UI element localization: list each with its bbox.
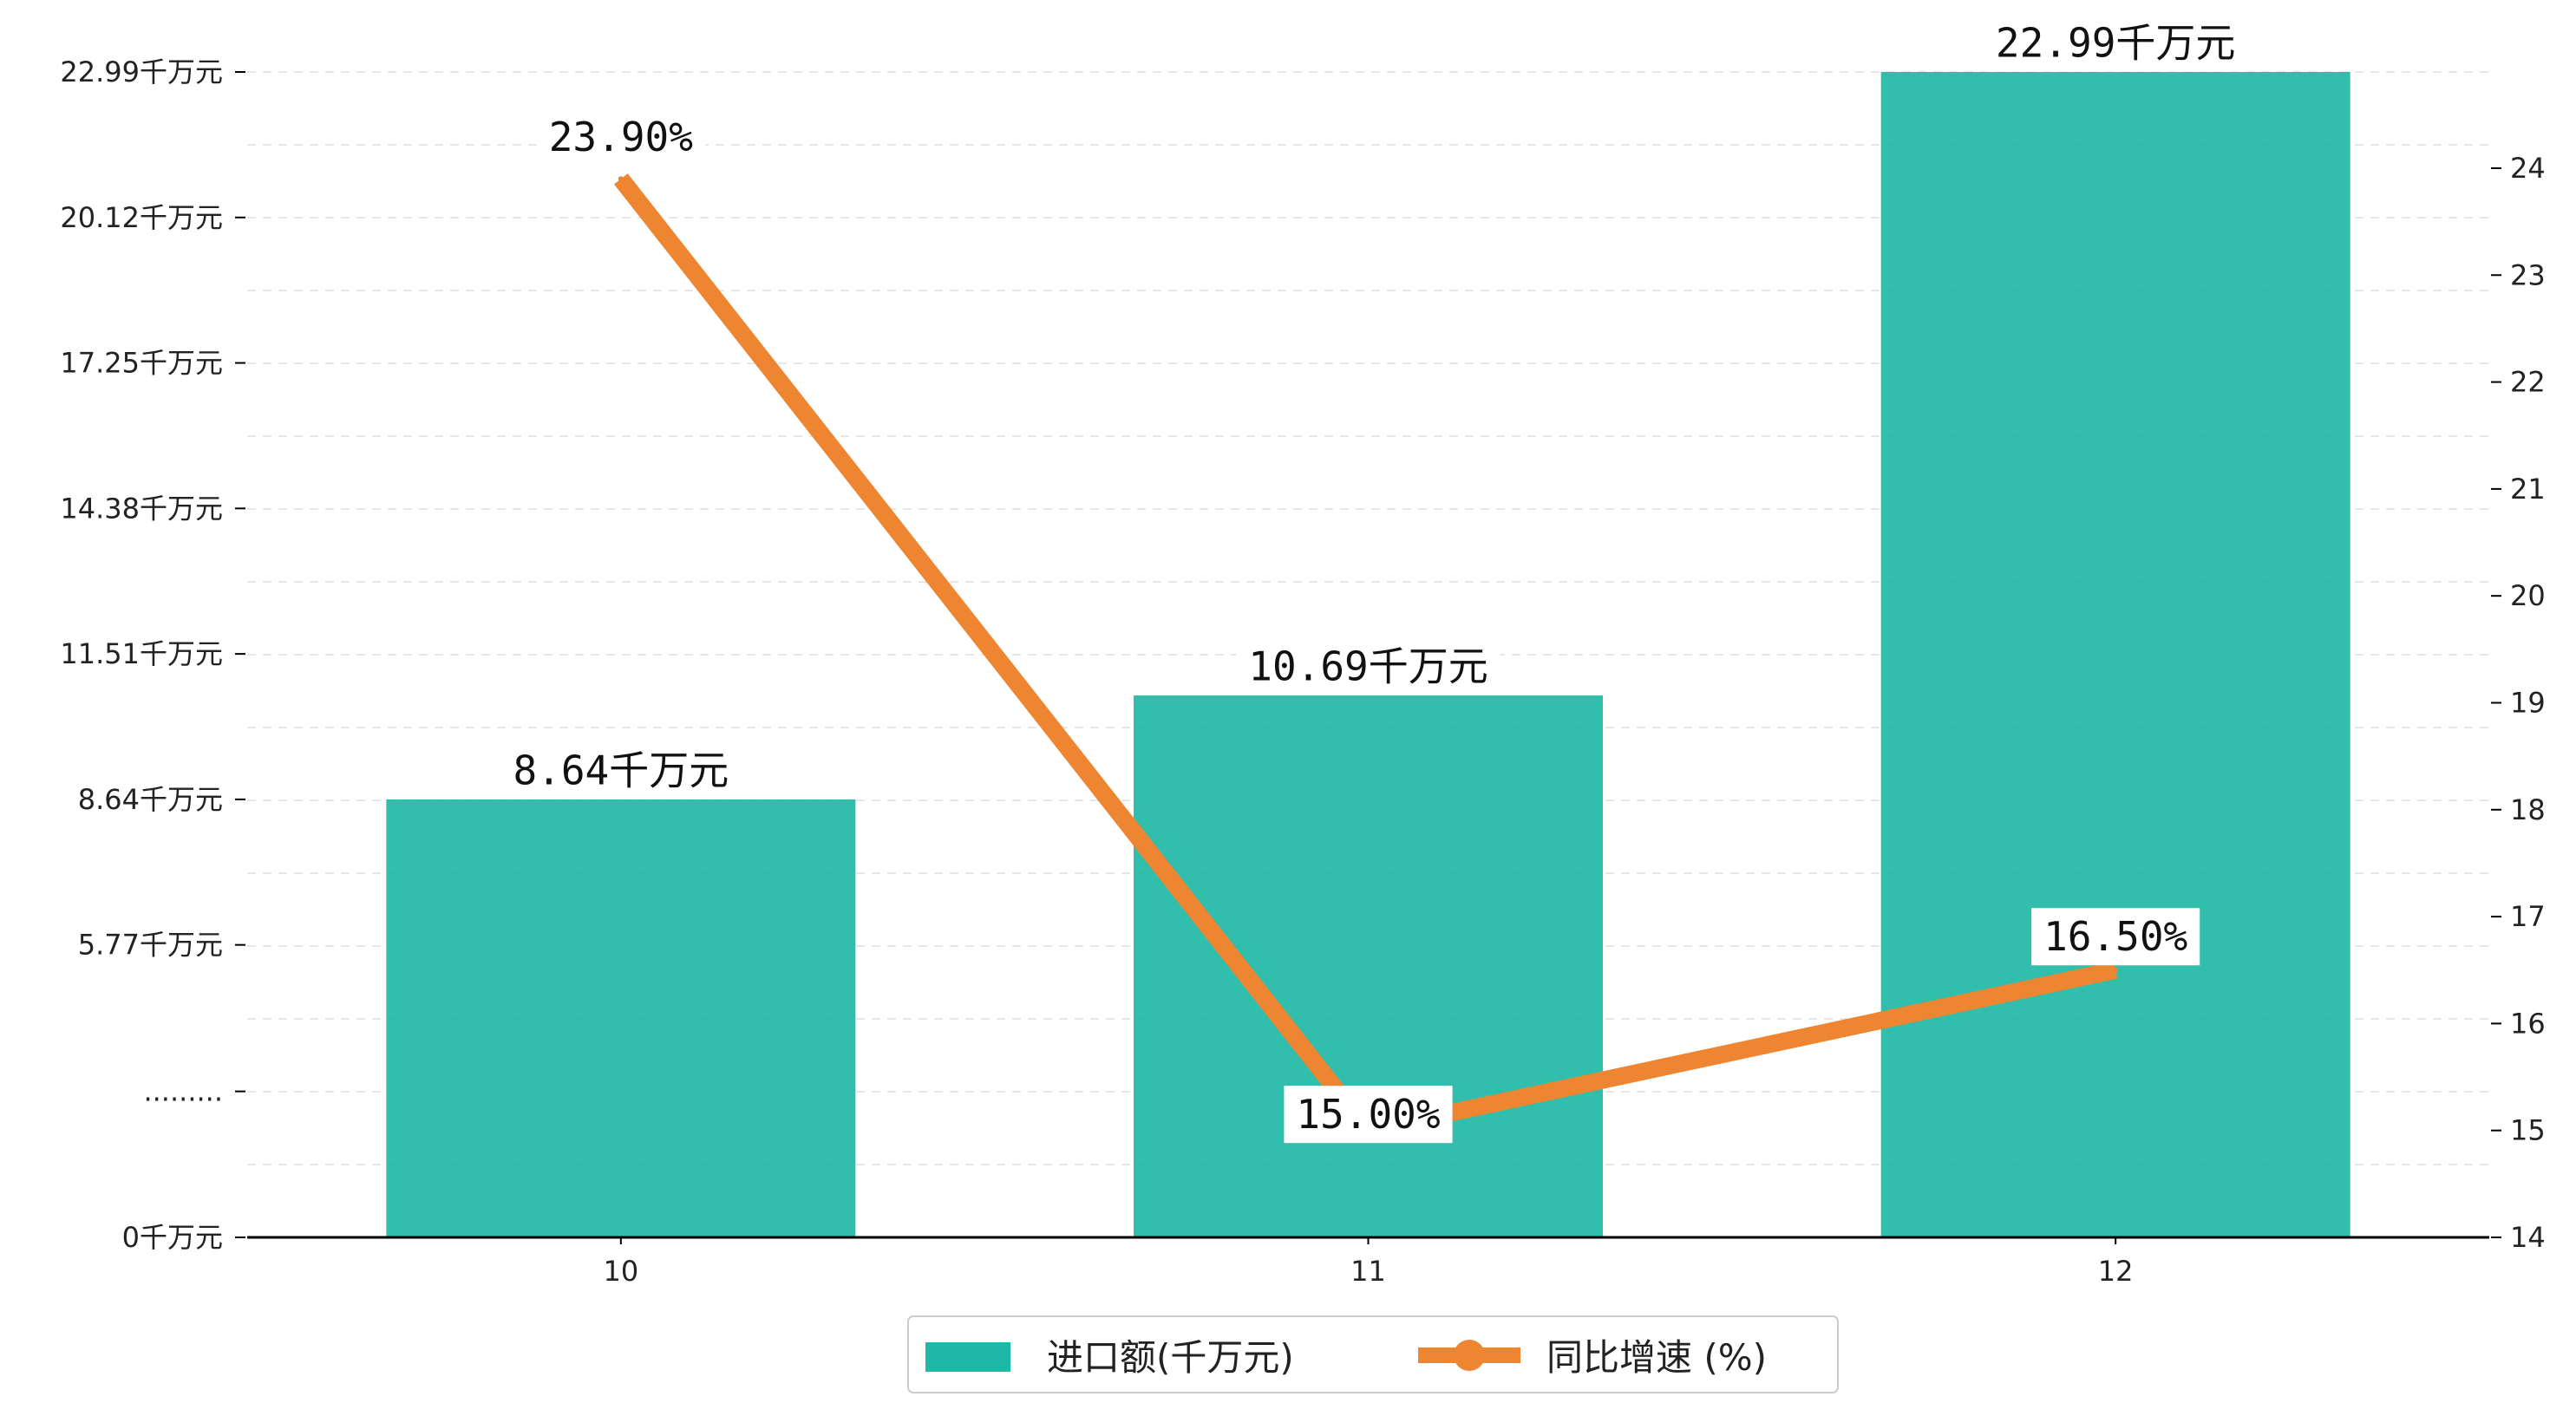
y-right-tick-label: 16 [2510, 1007, 2546, 1040]
y-right-tick-label: 24 [2510, 152, 2546, 185]
y-right-tick-label: 18 [2510, 793, 2546, 826]
y-left-tick-label: 14.38千万元 [60, 492, 223, 525]
y-left-tick-label: 8.64千万元 [78, 783, 223, 816]
data-labels: 8.64千万元 10.69千万元 22.99千万元 23.90% 15.00% 16.50… [500, 14, 2248, 1144]
line-value-label-group: 15.00% [1284, 1086, 1453, 1144]
bar-value-label: 22.99千万元 [1996, 20, 2235, 67]
legend-label-bar: 进口额(千万元) [1047, 1336, 1294, 1379]
line-value-label: 16.50% [2043, 913, 2187, 960]
x-tick-label: 12 [2098, 1255, 2134, 1288]
y-left-tick-label: ......... [143, 1075, 223, 1108]
line-value-label-bg [536, 108, 705, 166]
legend: 进口额(千万元) 同比增速 (%) [907, 1315, 1839, 1393]
line-value-label: 23.90% [549, 114, 693, 160]
legend-box [907, 1315, 1839, 1393]
bar-value-label-group: 8.64千万元 [500, 741, 742, 799]
legend-label-line: 同比增速 (%) [1546, 1336, 1767, 1379]
axes: 10 11 12 0千万元......... 5.77千万元 8.64千万元 11.51千万… [60, 55, 2545, 1288]
bar-value-label-group: 10.69千万元 [1236, 637, 1500, 695]
y-left-tick-label: 0千万元 [122, 1221, 223, 1254]
y-left-tick-label: 22.99千万元 [60, 55, 223, 88]
y-right-tick-label: 21 [2510, 473, 2546, 506]
y-left-tick-label: 17.25千万元 [60, 347, 223, 380]
y-left-tick-label: 5.77千万元 [78, 929, 223, 962]
y-right-tick-label: 14 [2510, 1221, 2546, 1254]
bar-10 [386, 799, 856, 1237]
x-tick-label: 11 [1350, 1255, 1386, 1288]
bar-value-label: 8.64千万元 [513, 747, 729, 793]
y-right-tick-label: 19 [2510, 686, 2546, 719]
y-right-tick-label: 15 [2510, 1114, 2546, 1147]
y-right-tick-label: 20 [2510, 579, 2546, 612]
line-value-label-bg [2031, 908, 2200, 966]
y-left-tick-label: 20.12千万元 [60, 201, 223, 234]
bar-12 [1880, 72, 2350, 1237]
line-point [618, 176, 624, 182]
line-value-label: 15.00% [1296, 1091, 1440, 1138]
bar-value-label-bg [1983, 14, 2248, 72]
x-tick-label: 10 [603, 1255, 638, 1288]
bar-11 [1134, 695, 1603, 1237]
bar-value-label-bg [500, 741, 742, 799]
bar-series [386, 72, 2350, 1237]
line-point [2113, 967, 2119, 973]
y-right-tick-label: 23 [2510, 258, 2546, 291]
line-value-label-group: 23.90% [536, 108, 705, 166]
line-value-label-bg [1284, 1086, 1453, 1144]
y-right-tick-label: 22 [2510, 366, 2546, 399]
bar-value-label: 10.69千万元 [1248, 643, 1487, 690]
bar-value-label-bg [1236, 637, 1500, 695]
line-value-label-group: 16.50% [2031, 908, 2200, 966]
y-left-tick-label: 11.51千万元 [60, 637, 223, 670]
legend-swatch-bar [925, 1342, 1010, 1372]
y-right-tick-label: 17 [2510, 900, 2546, 933]
legend-swatch-marker [1454, 1340, 1485, 1371]
bar-value-label-group: 22.99千万元 [1983, 14, 2248, 72]
